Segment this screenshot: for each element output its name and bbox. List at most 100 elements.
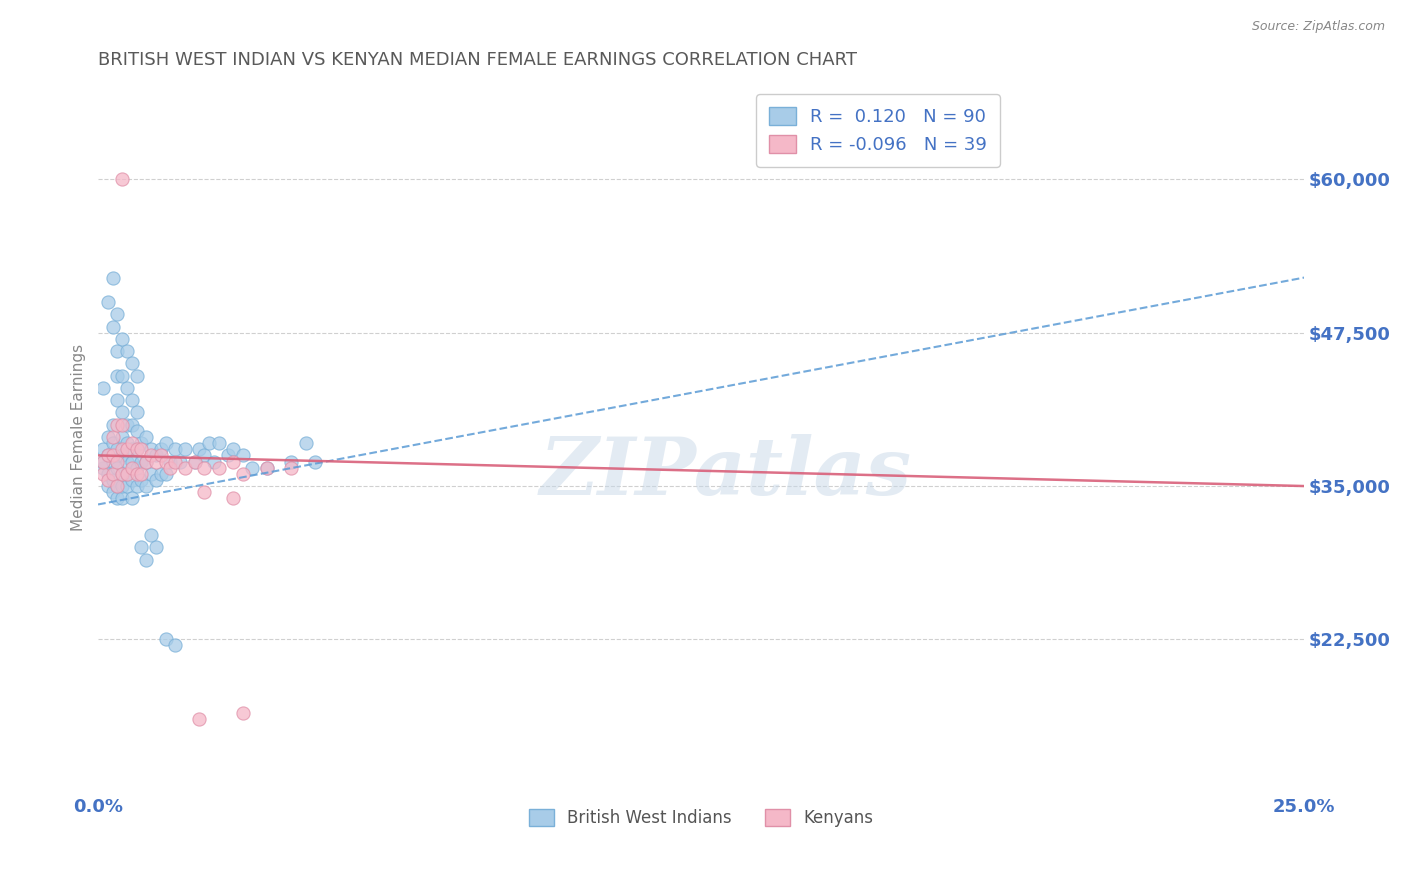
Point (91, 467, 114, 481)
Point (111, 172, 134, 186)
Point (294, 436, 316, 450)
Point (232, 706, 254, 720)
Point (135, 454, 157, 468)
Point (131, 454, 153, 468)
Point (91, 454, 114, 468)
Point (111, 332, 134, 346)
Point (217, 449, 239, 463)
Point (97, 295, 120, 310)
Point (188, 712, 211, 726)
Point (111, 405, 134, 419)
Point (97, 449, 120, 463)
Point (139, 449, 162, 463)
Point (111, 442, 134, 457)
Point (97, 467, 120, 481)
Point (111, 430, 134, 444)
Point (145, 473, 167, 487)
Point (115, 467, 138, 481)
Point (101, 454, 124, 468)
Point (125, 467, 148, 481)
Point (101, 436, 124, 450)
Point (111, 467, 134, 481)
Point (202, 454, 225, 468)
Point (105, 454, 128, 468)
Legend: British West Indians, Kenyans: British West Indians, Kenyans (522, 803, 880, 834)
Point (208, 436, 231, 450)
Point (125, 442, 148, 457)
Point (193, 485, 215, 500)
Point (145, 541, 167, 555)
Point (111, 449, 134, 463)
Point (105, 479, 128, 493)
Point (125, 424, 148, 438)
Point (111, 467, 134, 481)
Point (125, 479, 148, 493)
Point (125, 368, 148, 383)
Point (105, 344, 128, 359)
Point (139, 528, 162, 542)
Point (105, 368, 128, 383)
Point (111, 491, 134, 506)
Point (135, 430, 157, 444)
Text: ZIPatlas: ZIPatlas (540, 434, 911, 511)
Point (183, 454, 205, 468)
Point (115, 467, 138, 481)
Point (232, 467, 254, 481)
Point (256, 460, 278, 475)
Point (97, 479, 120, 493)
Point (121, 393, 143, 408)
Y-axis label: Median Female Earnings: Median Female Earnings (72, 343, 86, 531)
Point (174, 460, 197, 475)
Point (155, 632, 177, 647)
Point (280, 454, 302, 468)
Text: BRITISH WEST INDIAN VS KENYAN MEDIAN FEMALE EARNINGS CORRELATION CHART: BRITISH WEST INDIAN VS KENYAN MEDIAN FEM… (98, 51, 858, 69)
Point (139, 467, 162, 481)
Point (121, 460, 143, 475)
Point (101, 467, 124, 481)
Point (115, 479, 138, 493)
Point (139, 442, 162, 457)
Point (149, 449, 172, 463)
Point (149, 442, 172, 457)
Point (97, 473, 120, 487)
Point (121, 491, 143, 506)
Point (131, 436, 153, 450)
Point (105, 417, 128, 432)
Point (131, 541, 153, 555)
Point (111, 368, 134, 383)
Point (145, 454, 167, 468)
Point (165, 454, 187, 468)
Point (105, 491, 128, 506)
Point (135, 454, 157, 468)
Point (97, 430, 120, 444)
Point (115, 454, 138, 468)
Point (159, 460, 181, 475)
Point (131, 467, 153, 481)
Point (149, 467, 172, 481)
Point (115, 436, 138, 450)
Point (222, 454, 245, 468)
Point (125, 460, 148, 475)
Point (135, 552, 157, 566)
Point (121, 454, 143, 468)
Point (183, 454, 205, 468)
Point (280, 460, 302, 475)
Point (208, 460, 231, 475)
Point (121, 442, 143, 457)
Point (125, 442, 148, 457)
Point (111, 479, 134, 493)
Point (121, 356, 143, 370)
Point (121, 473, 143, 487)
Point (155, 467, 177, 481)
Point (165, 442, 187, 457)
Point (256, 460, 278, 475)
Point (105, 479, 128, 493)
Point (105, 307, 128, 321)
Point (188, 442, 211, 457)
Point (169, 454, 191, 468)
Point (121, 417, 143, 432)
Point (91, 460, 114, 475)
Point (101, 430, 124, 444)
Point (135, 479, 157, 493)
Point (304, 454, 326, 468)
